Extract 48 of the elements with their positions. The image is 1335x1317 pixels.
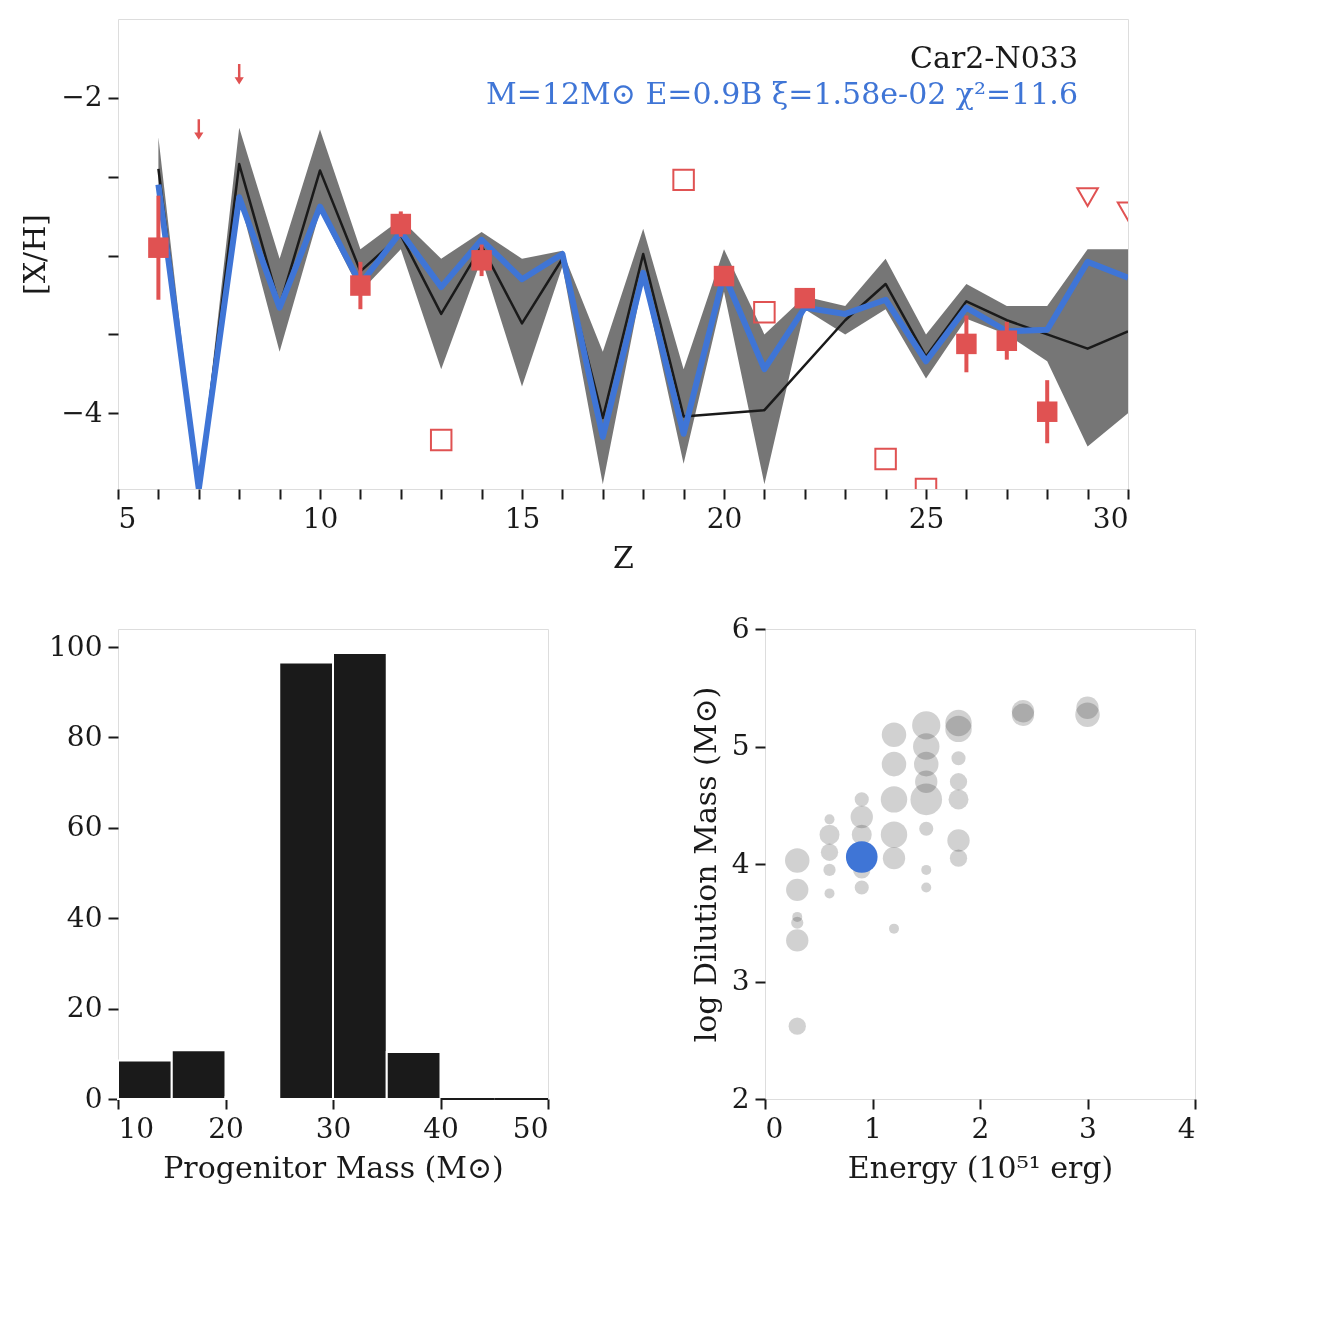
y-tick-label: 6 — [731, 611, 750, 645]
x-tick-label: 3 — [1079, 1111, 1097, 1145]
x-tick-label: 30 — [315, 1111, 352, 1145]
y-axis-title: [X/H] — [17, 213, 53, 296]
x-tick-label: 5 — [118, 501, 137, 535]
y-tick-label: 40 — [66, 900, 103, 934]
point — [753, 301, 776, 324]
y-tick-label: 100 — [49, 629, 103, 663]
x-axis-title: Z — [613, 539, 634, 575]
x-axis-title: Progenitor Mass (M⊙) — [163, 1149, 504, 1185]
point — [471, 250, 492, 271]
x-tick-label: 1 — [864, 1111, 882, 1145]
x-tick-label: 2 — [971, 1111, 990, 1145]
point — [794, 287, 816, 309]
y-tick-label: −2 — [61, 80, 103, 114]
x-tick-label: 25 — [908, 501, 945, 535]
point — [390, 213, 412, 235]
y-tick-label: 3 — [731, 964, 750, 997]
y-tick-label: 4 — [731, 846, 750, 880]
point — [713, 265, 735, 287]
x-tick-label: 20 — [208, 1111, 244, 1145]
point — [996, 330, 1018, 351]
point — [350, 275, 371, 296]
y-tick-label: 5 — [731, 729, 750, 762]
x-tick-label: 10 — [118, 1111, 155, 1145]
x-tick-label: 30 — [1092, 501, 1129, 535]
y-tick-label: 80 — [66, 719, 103, 753]
point — [874, 447, 897, 471]
point — [148, 237, 169, 258]
point — [1036, 401, 1058, 422]
x-tick-label: 4 — [1177, 1111, 1196, 1145]
x-tick-label: 10 — [302, 501, 339, 535]
point — [956, 333, 977, 355]
x-tick-label: 40 — [423, 1111, 459, 1145]
point — [672, 168, 695, 192]
y-axis-title: log Dilution Mass (M⊙) — [687, 686, 723, 1043]
x-axis-title: Energy (10⁵¹ erg) — [847, 1149, 1114, 1185]
y-tick-label: 0 — [84, 1081, 103, 1115]
x-tick-label: 50 — [512, 1111, 549, 1145]
x-tick-label: 0 — [765, 1111, 784, 1145]
y-tick-label: 2 — [731, 1081, 750, 1115]
annotation: M=12M⊙ E=0.9B ξ=1.58e-02 χ²=11.6 — [486, 76, 1078, 111]
y-tick-label: 60 — [66, 810, 103, 844]
annotation: Car2-N033 — [910, 40, 1078, 75]
y-tick-label: −4 — [61, 395, 103, 429]
x-tick-label: 15 — [504, 501, 541, 535]
y-tick-label: 20 — [66, 991, 103, 1025]
point — [429, 428, 453, 452]
